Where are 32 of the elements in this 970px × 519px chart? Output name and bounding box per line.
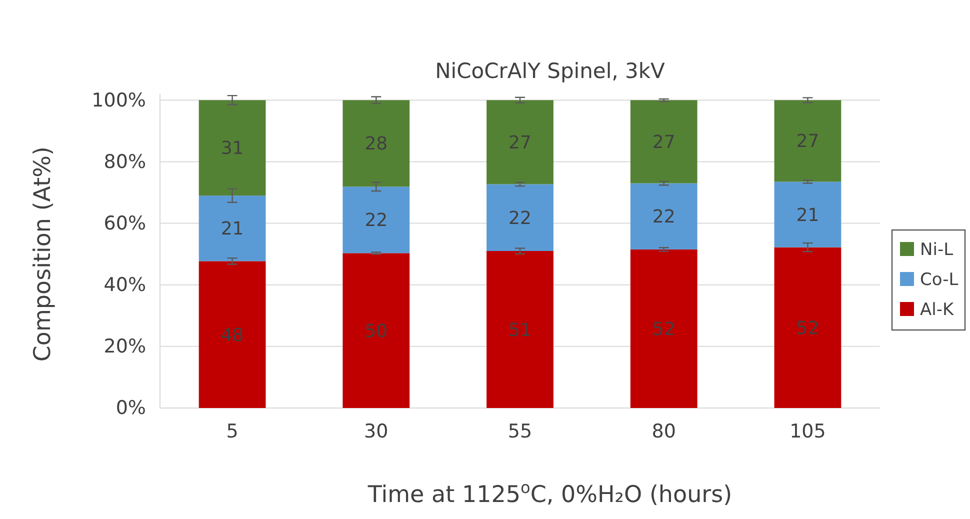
data-label: 48 [220, 324, 244, 346]
data-label: 31 [220, 138, 244, 160]
legend-label: Co-L [920, 270, 959, 290]
data-label: 27 [652, 132, 676, 154]
x-tick-label: 105 [790, 420, 826, 442]
data-label: 21 [796, 204, 820, 226]
y-tick-label: 0% [116, 397, 146, 420]
x-tick-label: 55 [508, 420, 532, 442]
x-tick-label: 80 [652, 420, 676, 442]
y-tick-label: 80% [104, 150, 146, 173]
y-tick-label: 100% [92, 89, 146, 112]
y-tick-label: 40% [104, 274, 146, 296]
y-tick-label: 60% [104, 212, 146, 234]
legend-label: Ni-L [920, 240, 954, 260]
data-label: 22 [652, 206, 676, 228]
y-tick-label: 20% [104, 336, 146, 358]
data-label: 51 [508, 320, 532, 341]
x-axis-title: Time at 1125$^{o}$C, 0%H₂O (hours) [366, 478, 732, 508]
data-label: 21 [220, 218, 244, 240]
data-label: 52 [652, 319, 676, 340]
data-label: 28 [364, 134, 388, 155]
data-label: 52 [796, 318, 820, 339]
data-label: 50 [364, 320, 388, 342]
data-label: 27 [796, 131, 820, 152]
y-axis-title: Composition (At%) [30, 146, 56, 362]
data-label: 22 [508, 208, 532, 229]
data-label: 27 [508, 132, 532, 154]
x-tick-label: 5 [226, 420, 238, 442]
legend-label: Al-K [920, 300, 954, 320]
chart-title: NiCoCrAlY Spinel, 3kV [435, 59, 666, 83]
data-label: 22 [364, 210, 388, 232]
x-tick-label: 30 [364, 420, 388, 442]
